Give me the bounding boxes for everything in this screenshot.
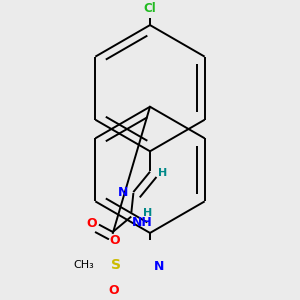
Text: O: O: [109, 284, 119, 297]
Text: H: H: [158, 168, 168, 178]
Text: H: H: [143, 208, 152, 218]
Text: S: S: [111, 258, 121, 272]
Text: O: O: [110, 234, 120, 247]
Text: N: N: [118, 186, 129, 199]
Text: NH: NH: [132, 216, 153, 229]
Text: Cl: Cl: [144, 2, 156, 14]
Text: N: N: [154, 260, 164, 273]
Text: O: O: [87, 217, 98, 230]
Text: CH₃: CH₃: [73, 260, 94, 270]
